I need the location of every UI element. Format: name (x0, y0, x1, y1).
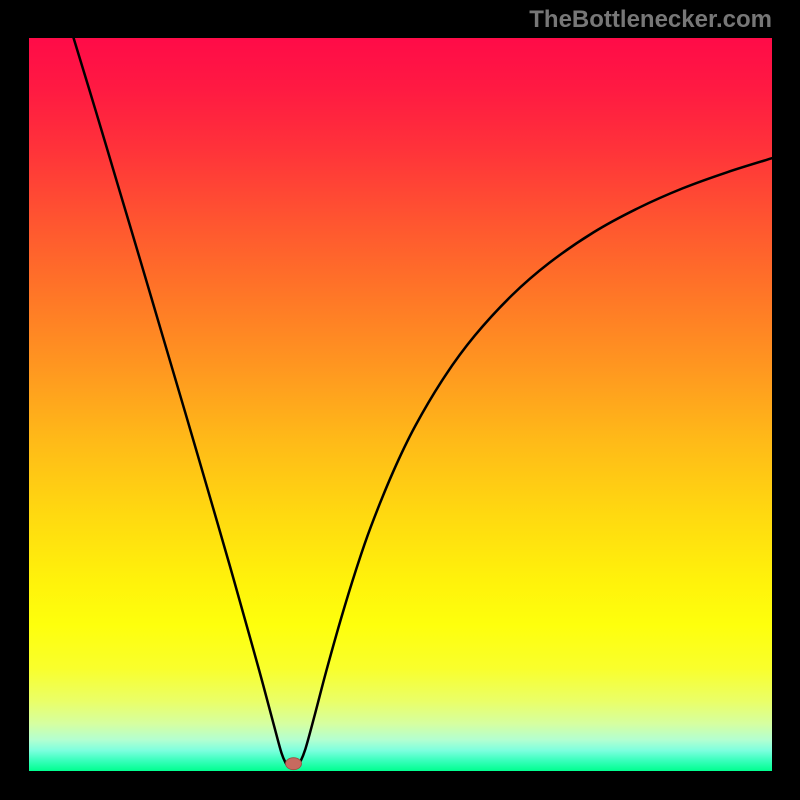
plot-frame (29, 38, 772, 771)
watermark-label: TheBottlenecker.com (529, 6, 772, 34)
